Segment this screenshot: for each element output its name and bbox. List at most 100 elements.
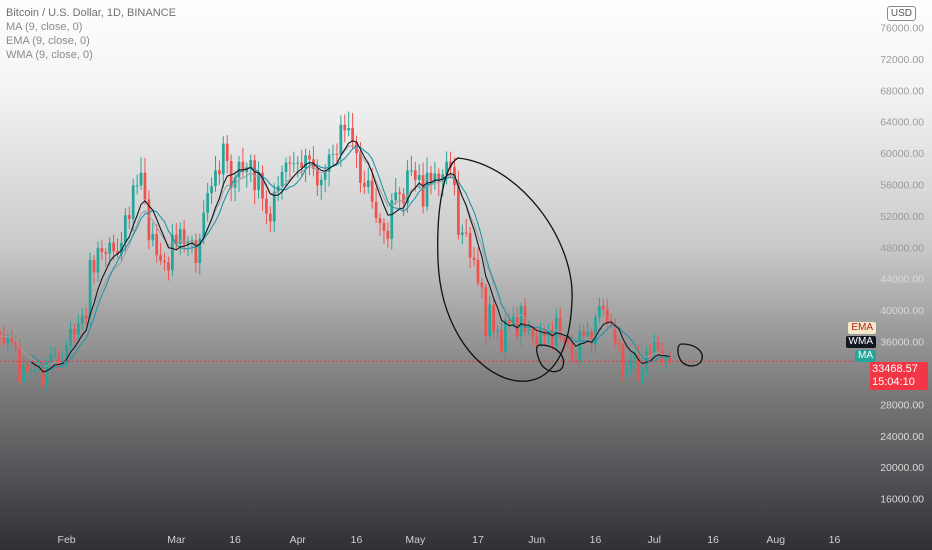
candle-down[interactable] [112,242,115,252]
candle-down[interactable] [351,127,354,143]
candle-down[interactable] [437,173,441,182]
candle-up[interactable] [504,319,507,352]
candle-up[interactable] [135,185,139,187]
candle-up[interactable] [641,370,644,377]
candle-up[interactable] [198,238,202,264]
candle-down[interactable] [413,170,417,180]
candle-up[interactable] [120,242,123,255]
candle-up[interactable] [249,160,253,168]
candle-up[interactable] [394,192,398,201]
candle-up[interactable] [554,318,558,346]
candle-up[interactable] [214,170,217,187]
candle-up[interactable] [221,143,225,175]
candle-up[interactable] [319,179,323,186]
candle-down[interactable] [668,358,672,362]
candle-up[interactable] [519,306,523,337]
candle-up[interactable] [296,162,300,164]
candle-down[interactable] [14,341,18,346]
candle-up[interactable] [257,172,260,191]
candle-up[interactable] [151,233,155,241]
candle-up[interactable] [327,154,331,172]
candle-up[interactable] [178,229,182,245]
candle-down[interactable] [315,168,319,186]
candle-up[interactable] [53,354,57,356]
candle-down[interactable] [370,180,374,202]
candle-down[interactable] [566,341,570,344]
candle-down[interactable] [621,344,625,376]
candle-up[interactable] [88,259,92,319]
candle-down[interactable] [617,343,621,345]
candle-up[interactable] [664,358,668,362]
candle-up[interactable] [33,369,37,371]
candle-down[interactable] [104,252,108,254]
candle-down[interactable] [182,229,186,245]
candle-up[interactable] [171,234,174,271]
candle-down[interactable] [535,336,539,344]
candle-down[interactable] [421,175,425,207]
candle-up[interactable] [586,331,590,337]
wma-line[interactable] [30,140,671,373]
candle-down[interactable] [159,255,163,261]
candle-up[interactable] [594,317,597,345]
candle-up[interactable] [49,354,53,362]
candle-down[interactable] [229,160,233,188]
candle-up[interactable] [37,369,41,371]
candle-up[interactable] [284,162,288,172]
candle-down[interactable] [609,323,613,326]
candle-up[interactable] [233,177,237,188]
candle-up[interactable] [652,342,656,354]
candle-up[interactable] [366,180,370,187]
candle-down[interactable] [480,282,484,288]
candle-up[interactable] [202,212,206,239]
candle-down[interactable] [386,230,390,239]
candle-down[interactable] [147,199,151,241]
candle-down[interactable] [574,360,578,362]
candle-down[interactable] [402,193,405,204]
candle-down[interactable] [531,328,535,337]
candle-up[interactable] [339,124,343,155]
candle-up[interactable] [45,361,49,386]
candle-up[interactable] [108,242,112,254]
candle-down[interactable] [648,351,652,354]
candle-up[interactable] [304,155,307,169]
candle-down[interactable] [378,218,382,223]
candle-up[interactable] [433,173,437,182]
candle-down[interactable] [10,336,14,342]
candle-down[interactable] [18,345,21,383]
candle-up[interactable] [496,329,499,332]
candle-down[interactable] [543,331,546,337]
candle-down[interactable] [57,354,61,365]
candle-down[interactable] [343,124,347,131]
candle-down[interactable] [116,251,119,255]
candle-down[interactable] [127,215,131,220]
candle-down[interactable] [362,182,366,187]
candle-down[interactable] [194,240,198,264]
candle-up[interactable] [331,153,335,155]
ema-line[interactable] [0,144,671,368]
candle-up[interactable] [186,241,190,245]
candle-up[interactable] [76,323,80,335]
user-drawings[interactable] [437,157,703,382]
candle-down[interactable] [167,262,170,271]
candle-down[interactable] [457,185,460,235]
candle-down[interactable] [218,170,221,175]
candle-up[interactable] [272,191,276,222]
candle-down[interactable] [492,304,496,332]
candle-down[interactable] [382,222,386,231]
candle-up[interactable] [598,306,601,318]
candle-up[interactable] [323,171,327,180]
candle-down[interactable] [359,153,362,183]
candle-down[interactable] [374,201,378,219]
candle-up[interactable] [22,365,25,383]
candle-down[interactable] [41,369,45,386]
candle-down[interactable] [476,259,480,283]
candle-down[interactable] [0,332,2,336]
candle-down[interactable] [241,161,245,172]
candle-down[interactable] [523,306,527,332]
candle-down[interactable] [429,172,433,182]
candle-up[interactable] [6,336,10,344]
candle-up[interactable] [69,328,72,346]
candle-up[interactable] [206,193,210,213]
candle-up[interactable] [527,328,531,332]
